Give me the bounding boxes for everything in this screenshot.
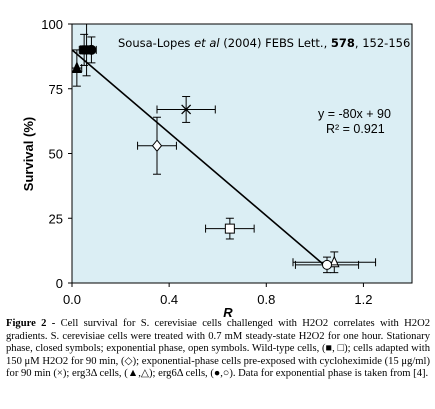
citation-pages: , 152-156 — [355, 36, 410, 50]
trendline — [71, 49, 328, 269]
survival-chart: 0.0 0.4 0.8 1.2 0 25 50 75 100 Survival (%) R So… — [21, 17, 413, 318]
data-point — [86, 36, 97, 64]
x-tick-label: 1.2 — [354, 292, 372, 307]
y-tick-label: 50 — [49, 147, 63, 162]
x-axis-title: R — [223, 305, 233, 318]
data-points — [71, 23, 377, 274]
fit-equation: y = -80x + 90 — [318, 107, 391, 121]
y-axis-title: Survival (%) — [21, 117, 36, 191]
data-point — [156, 96, 216, 123]
citation-etal: et al — [194, 36, 220, 50]
figure-caption: Figure 2 - Cell survival for S. cerevisi… — [6, 318, 430, 381]
data-point — [294, 256, 360, 274]
data-point — [137, 116, 177, 175]
y-tick-label: 0 — [56, 276, 63, 291]
citation-volume: 578 — [331, 36, 355, 50]
x-tick-label: 0.4 — [160, 292, 178, 307]
triangle-filled-marker — [71, 61, 83, 74]
circle-open-marker — [322, 259, 332, 270]
y-tick-label: 25 — [49, 211, 63, 226]
data-point — [292, 251, 377, 274]
triangle-open-marker — [329, 255, 340, 268]
citation: Sousa-Lopes et al (2004) FEBS Lett., 578… — [118, 36, 410, 50]
y-tick-label: 100 — [41, 17, 63, 32]
circle-filled-marker — [86, 44, 97, 55]
square-filled-marker — [79, 45, 89, 55]
axis-ticks: 0.0 0.4 0.8 1.2 0 25 50 75 100 — [41, 17, 372, 307]
cross-marker — [181, 104, 192, 115]
x-tick-label: 0.0 — [63, 292, 81, 307]
caption-text: Cell survival for S. cerevisiae cells ch… — [6, 318, 431, 380]
trendline-path — [71, 49, 328, 269]
plot-area — [71, 23, 413, 284]
citation-year: (2004) FEBS Lett., — [220, 36, 331, 50]
x-tick-label: 0.8 — [257, 292, 275, 307]
fit-r-squared: R² = 0.921 — [326, 122, 385, 136]
y-tick-label: 75 — [49, 82, 63, 97]
diamond-open-marker — [151, 139, 163, 153]
data-point — [71, 49, 83, 87]
data-point — [205, 217, 255, 240]
citation-prefix: Sousa-Lopes — [118, 36, 194, 50]
caption-figure-label: Figure 2 - — [6, 318, 56, 329]
square-open-marker — [224, 223, 235, 234]
